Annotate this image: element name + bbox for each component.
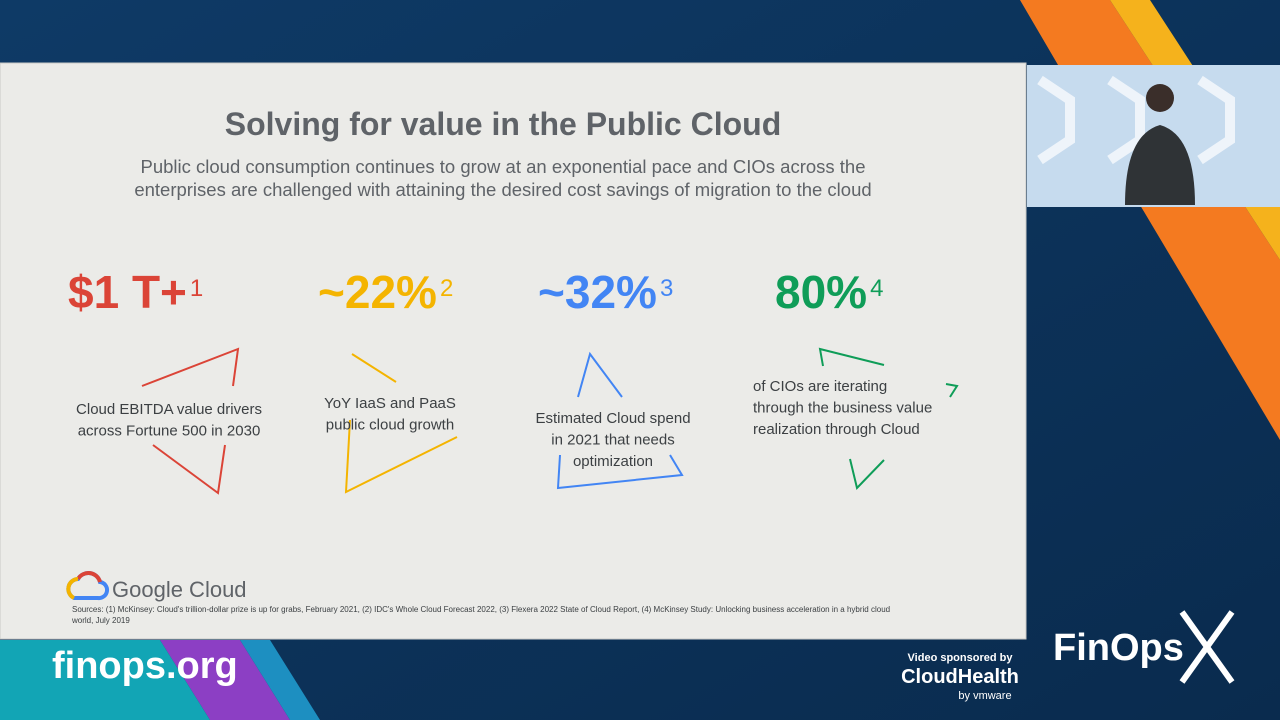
stat-footnote: 4: [870, 275, 883, 302]
sponsor-sub: by vmware: [958, 690, 1011, 702]
stat-description: through the business value: [753, 400, 932, 417]
logo-cloud-yellow: [66, 577, 79, 600]
stat-value: $1 T+: [68, 266, 187, 318]
speaker-body: [1125, 125, 1195, 205]
stat-value: 80%: [775, 266, 867, 318]
google-cloud-logo: Google Cloud: [66, 571, 247, 602]
stats: $1 T+ 1 Cloud EBITDA value drivers across F…: [68, 266, 932, 470]
stripe-purple: [160, 640, 290, 720]
stat-value: ~22%: [318, 266, 437, 318]
site-url: finops.org: [52, 645, 238, 687]
slide: [0, 62, 1027, 640]
triangle-green: [818, 347, 959, 491]
stat-footnote: 1: [190, 275, 203, 302]
stat-value: ~32%: [538, 266, 657, 318]
brand-x: [1179, 610, 1235, 684]
stat-description: Cloud EBITDA value drivers: [76, 401, 262, 418]
triangle-blue: [556, 351, 684, 490]
stat-description: across Fortune 500 in 2030: [78, 423, 261, 440]
decorations: [141, 347, 959, 495]
triangle-red: [141, 347, 240, 495]
sponsor-name: CloudHealth: [901, 666, 1019, 688]
sources: Sources: (1) McKinsey: Cloud's trillion-…: [72, 605, 890, 614]
video-backdrop: [1037, 75, 1235, 165]
brand: FinOps: [1053, 627, 1184, 669]
stat-footnote: 2: [440, 275, 453, 302]
stat-description: Estimated Cloud spend: [535, 410, 690, 427]
logo-text: Google Cloud: [112, 577, 247, 602]
slide-title: Solving for value in the Public Cloud: [225, 106, 781, 142]
slide-subtitle: Public cloud consumption continues to gr…: [140, 156, 865, 177]
speaker-head: [1146, 84, 1174, 112]
stat-description: optimization: [573, 453, 653, 470]
stripe-blue: [240, 640, 320, 720]
slide-subtitle: enterprises are challenged with attainin…: [134, 179, 871, 200]
logo-cloud-red: [76, 571, 102, 583]
stat-description: of CIOs are iterating: [753, 378, 887, 395]
stripe-teal: [0, 640, 210, 720]
sponsor-label: Video sponsored by: [908, 652, 1014, 664]
sources: world, July 2019: [71, 616, 130, 625]
stat-description: realization through Cloud: [753, 421, 920, 438]
stat-footnote: 3: [660, 275, 673, 302]
triangle-yellow: [344, 353, 458, 494]
stat-description: public cloud growth: [326, 417, 454, 434]
stat-description: YoY IaaS and PaaS: [324, 395, 456, 412]
stat-description: in 2021 that needs: [551, 432, 674, 449]
